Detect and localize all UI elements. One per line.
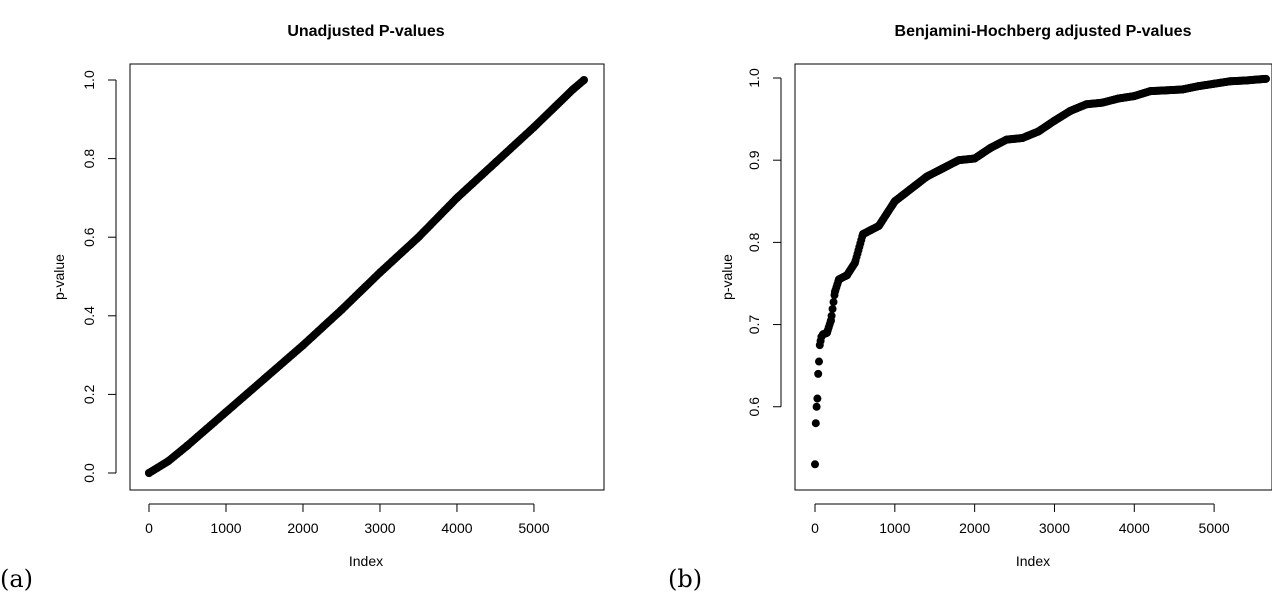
y-tick-label: 0.2 (81, 384, 97, 404)
x-tick-label: 4000 (441, 520, 472, 536)
panel-a-y-axis-label: p-value (51, 254, 67, 300)
panel-a-points (145, 76, 588, 477)
panel-a-label: (a) (0, 565, 33, 593)
y-tick-label: 0.4 (81, 306, 97, 326)
panel-b-y-axis-label: p-value (719, 254, 735, 300)
y-tick-label: 0.8 (746, 232, 762, 252)
x-tick-label: 1000 (210, 520, 241, 536)
data-point (828, 304, 837, 313)
x-tick-label: 5000 (1199, 520, 1230, 536)
y-tick-label: 1.0 (746, 68, 762, 88)
panel-b-points (811, 74, 1270, 469)
x-tick-label: 3000 (364, 520, 395, 536)
data-point (814, 369, 823, 378)
y-tick-label: 0.7 (746, 315, 762, 335)
data-point (814, 357, 823, 366)
panel-b-label: (b) (668, 565, 702, 593)
panel-b-x-axis: 0 1000 2000 3000 4000 5000 (811, 503, 1230, 536)
y-tick-label: 1.0 (81, 70, 97, 90)
data-point (812, 402, 821, 411)
data-point (1261, 74, 1270, 83)
x-tick-label: 2000 (287, 520, 318, 536)
data-point (811, 460, 819, 469)
panel-a-x-axis: 0 1000 2000 3000 4000 5000 (145, 503, 550, 536)
panel-a-x-axis-label: Index (349, 553, 383, 569)
panel-a-plot-frame (129, 63, 605, 491)
y-tick-label: 0.9 (746, 150, 762, 170)
data-point (827, 311, 836, 320)
panel-b: Benjamini-Hochberg adjusted P-values 0 10… (668, 23, 1272, 593)
data-point (811, 419, 820, 428)
x-tick-label: 1000 (879, 520, 910, 536)
panel-b-x-axis-label: Index (1016, 553, 1050, 569)
x-tick-label: 2000 (959, 520, 990, 536)
x-tick-label: 3000 (1039, 520, 1070, 536)
x-tick-label: 0 (811, 520, 819, 536)
panel-a: Unadjusted P-values 0 1000 2000 3000 4000 500… (0, 23, 605, 593)
y-tick-label: 0.8 (81, 149, 97, 169)
panel-b-title: Benjamini-Hochberg adjusted P-values (895, 23, 1192, 40)
panel-b-plot-frame (794, 63, 1272, 491)
panel-a-title: Unadjusted P-values (287, 23, 444, 40)
y-tick-label: 0.0 (81, 463, 97, 483)
y-tick-label: 0.6 (746, 397, 762, 417)
x-tick-label: 5000 (518, 520, 549, 536)
x-tick-label: 4000 (1119, 520, 1150, 536)
x-tick-label: 0 (145, 520, 153, 536)
data-point (813, 394, 822, 403)
panel-a-y-axis: 0.0 0.2 0.4 0.6 0.8 1.0 (81, 70, 117, 483)
data-point (579, 76, 588, 85)
panel-b-y-axis: 0.6 0.7 0.8 0.9 1.0 (746, 68, 782, 417)
y-tick-label: 0.6 (81, 227, 97, 247)
data-point (829, 298, 838, 307)
